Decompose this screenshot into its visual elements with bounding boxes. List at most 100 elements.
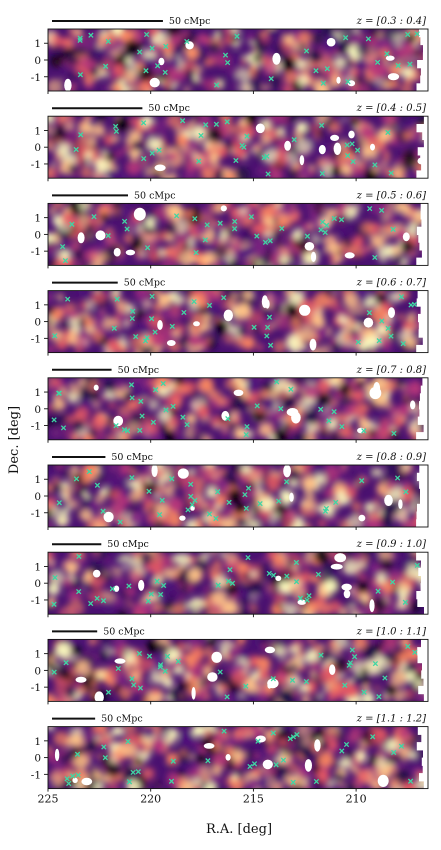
- cluster-marker: [289, 677, 296, 683]
- cluster-marker: [162, 668, 168, 674]
- cluster-marker: [63, 660, 69, 666]
- y-tick-label: 0: [34, 665, 41, 677]
- cluster-marker: [361, 689, 367, 695]
- density-blob: [402, 152, 418, 168]
- density-blob: [223, 29, 234, 35]
- cluster-marker: [227, 567, 233, 573]
- density-blob: [188, 334, 202, 348]
- density-blob: [181, 241, 191, 252]
- density-blob: [151, 597, 157, 603]
- cluster-marker: [77, 72, 84, 78]
- x-tick-label: 225: [38, 793, 59, 806]
- density-blob: [258, 669, 269, 681]
- density-blob: [206, 140, 220, 153]
- mask-hole: [304, 759, 312, 772]
- mask-hole: [299, 155, 305, 166]
- mask-hole: [220, 205, 227, 212]
- cluster-marker: [266, 570, 272, 577]
- density-blob: [279, 738, 287, 746]
- mask-edge: [423, 693, 428, 702]
- cluster-marker: [163, 407, 169, 413]
- panel-2: 1 0 -1 50 cMpc z = [0.4 : 0.5]: [31, 103, 429, 182]
- mask-regions: [103, 465, 428, 527]
- cluster-markers: [73, 118, 394, 177]
- density-blob: [126, 779, 141, 789]
- y-tick-label: -1: [31, 769, 41, 781]
- density-blob: [202, 314, 211, 323]
- density-blob: [119, 474, 128, 483]
- cluster-marker: [225, 415, 231, 422]
- density-blob: [190, 425, 203, 438]
- density-blob: [65, 122, 74, 130]
- density-blob: [61, 332, 67, 338]
- mask-hole: [373, 382, 381, 395]
- density-blob: [92, 290, 106, 304]
- density-blob: [101, 590, 116, 604]
- cluster-marker: [265, 171, 271, 177]
- density-blob: [242, 290, 253, 300]
- density-blob: [128, 85, 138, 91]
- density-blob: [88, 754, 99, 765]
- cluster-marker: [324, 66, 330, 72]
- density-blob: [409, 751, 416, 759]
- density-blob: [398, 728, 411, 741]
- density-blob: [274, 645, 288, 659]
- density-blob: [331, 341, 341, 352]
- density-blob: [381, 116, 397, 126]
- cluster-marker: [156, 147, 162, 153]
- density-blob: [114, 65, 126, 78]
- mask-regions: [64, 29, 428, 91]
- mask-edge: [416, 519, 428, 527]
- density-blob: [190, 323, 202, 335]
- cluster-marker: [156, 511, 163, 518]
- mask-edge: [417, 726, 428, 735]
- density-blob: [55, 238, 61, 244]
- density-blob: [154, 205, 170, 221]
- mask-hole: [203, 743, 215, 749]
- density-blob: [48, 244, 55, 252]
- mask-hole: [326, 37, 336, 47]
- cluster-marker: [162, 69, 168, 76]
- density-blob: [227, 340, 233, 345]
- density-blob: [208, 733, 216, 742]
- density-blob: [51, 329, 64, 343]
- mask-hole: [113, 415, 124, 427]
- density-blob: [279, 255, 290, 265]
- density-blob: [137, 66, 154, 82]
- density-blob: [283, 69, 298, 84]
- mask-edge: [422, 52, 428, 61]
- density-blob: [237, 248, 249, 260]
- density-blob: [375, 412, 381, 419]
- density-blob: [180, 583, 190, 593]
- density-blob: [206, 487, 217, 498]
- mask-edge: [416, 432, 428, 440]
- cluster-marker: [408, 302, 414, 308]
- density-blob: [81, 502, 89, 509]
- y-tick-label: 0: [34, 753, 41, 765]
- density-blob: [114, 149, 123, 159]
- density-blob: [282, 85, 292, 91]
- density-blob: [100, 395, 107, 401]
- cluster-marker: [154, 63, 161, 69]
- density-blob: [48, 417, 54, 427]
- cluster-marker: [51, 417, 57, 423]
- density-blob: [301, 290, 308, 295]
- mask-edge: [418, 321, 428, 330]
- mask-hole: [267, 678, 279, 689]
- cluster-marker: [170, 403, 176, 410]
- density-blob: [298, 164, 313, 179]
- y-tick-label: -1: [31, 333, 41, 345]
- density-blob: [257, 166, 267, 176]
- density-blob: [158, 594, 169, 605]
- cluster-marker: [175, 658, 181, 665]
- density-blob: [377, 742, 384, 748]
- density-blob: [376, 324, 387, 335]
- cluster-markers: [59, 205, 396, 264]
- density-blob: [330, 121, 342, 132]
- density-blob: [380, 203, 391, 213]
- density-blob: [188, 753, 195, 760]
- density-blob: [260, 389, 270, 399]
- density-blob: [48, 345, 55, 353]
- density-blob: [202, 589, 209, 596]
